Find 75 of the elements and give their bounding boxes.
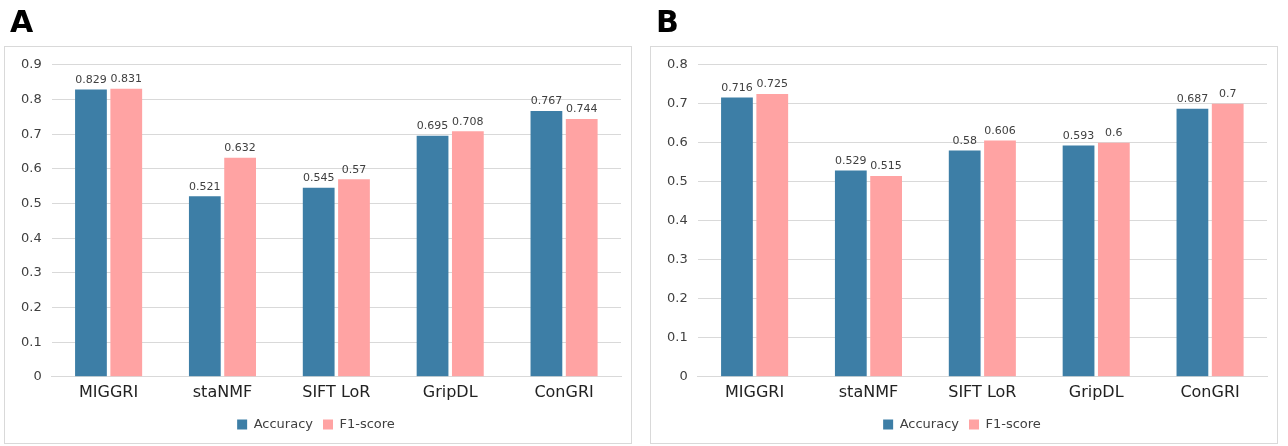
bar	[416, 135, 449, 377]
data-label: 0.687	[1176, 92, 1209, 106]
bar	[110, 88, 143, 377]
data-label: 0.695	[416, 119, 449, 133]
bar	[948, 150, 981, 377]
y-tick-label: 0.8	[666, 56, 688, 72]
legend-label: Accuracy	[899, 415, 960, 431]
data-label: 0.593	[1062, 128, 1095, 142]
legend-label: F1-score	[985, 415, 1041, 431]
bar	[302, 187, 335, 377]
x-tick-label: staNMF	[192, 381, 253, 401]
y-tick-label: 0.5	[666, 173, 688, 189]
data-label: 0.767	[530, 94, 563, 108]
x-tick-label: ConGRI	[1180, 381, 1240, 401]
chart-title: A	[10, 4, 34, 39]
data-label: 0.829	[75, 72, 107, 86]
x-tick-label: MIGGRI	[79, 381, 139, 401]
y-tick-label: 0.9	[20, 56, 42, 72]
y-tick-label: 0.5	[20, 194, 42, 210]
bar	[984, 140, 1016, 377]
data-label: 0.831	[110, 72, 143, 86]
data-label: 0.521	[189, 179, 221, 193]
y-tick-label: 0.3	[666, 251, 688, 267]
bar	[870, 175, 903, 377]
y-tick-label: 0	[679, 368, 688, 384]
y-tick-label: 0.2	[666, 290, 688, 306]
y-tick-label: 0.7	[666, 95, 688, 111]
y-tick-label: 0.6	[666, 134, 688, 150]
y-tick-label: 0.7	[20, 125, 42, 141]
bar	[834, 170, 867, 377]
data-label: 0.632	[224, 141, 256, 155]
data-label: 0.708	[452, 114, 484, 128]
data-label: 0.545	[302, 171, 335, 185]
data-label: 0.529	[835, 153, 867, 167]
y-tick-label: 0.1	[666, 329, 688, 345]
data-label: 0.716	[721, 80, 753, 94]
x-tick-label: ConGRI	[534, 381, 594, 401]
bar	[565, 118, 598, 377]
y-tick-label: 0.1	[20, 333, 42, 349]
y-tick-label: 0.6	[20, 160, 42, 176]
x-tick-label: staNMF	[838, 381, 899, 401]
bar	[1097, 142, 1130, 377]
data-label: 0.57	[341, 162, 367, 176]
data-label: 0.58	[952, 133, 977, 147]
bar	[1211, 103, 1244, 377]
bar	[188, 196, 221, 377]
bar	[756, 94, 789, 377]
bar	[1062, 145, 1095, 377]
data-label: 0.606	[984, 123, 1016, 137]
y-tick-label: 0.2	[20, 298, 42, 314]
data-label: 0.7	[1218, 87, 1237, 101]
bar	[338, 179, 370, 377]
x-tick-label: GripDL	[422, 381, 478, 401]
y-tick-label: 0	[33, 368, 42, 384]
y-tick-label: 0.4	[20, 229, 42, 245]
data-label: 0.515	[870, 159, 902, 173]
data-label: 0.725	[756, 77, 789, 91]
legend-label: Accuracy	[253, 415, 314, 431]
chart-title: B	[656, 4, 679, 39]
data-label: 0.6	[1105, 126, 1123, 140]
bar	[1176, 108, 1209, 377]
x-tick-label: SIFT LoR	[302, 381, 371, 401]
bar	[224, 157, 257, 377]
x-tick-label: MIGGRI	[725, 381, 785, 401]
legend-label: F1-score	[339, 415, 395, 431]
bar	[721, 97, 753, 377]
y-tick-label: 0.3	[20, 264, 42, 280]
data-label: 0.744	[565, 102, 598, 116]
bar	[530, 110, 563, 377]
y-tick-label: 0.4	[666, 212, 688, 228]
bar	[451, 131, 484, 377]
y-tick-label: 0.8	[20, 90, 42, 106]
bar	[75, 89, 107, 377]
x-tick-label: SIFT LoR	[948, 381, 1017, 401]
x-tick-label: GripDL	[1068, 381, 1124, 401]
